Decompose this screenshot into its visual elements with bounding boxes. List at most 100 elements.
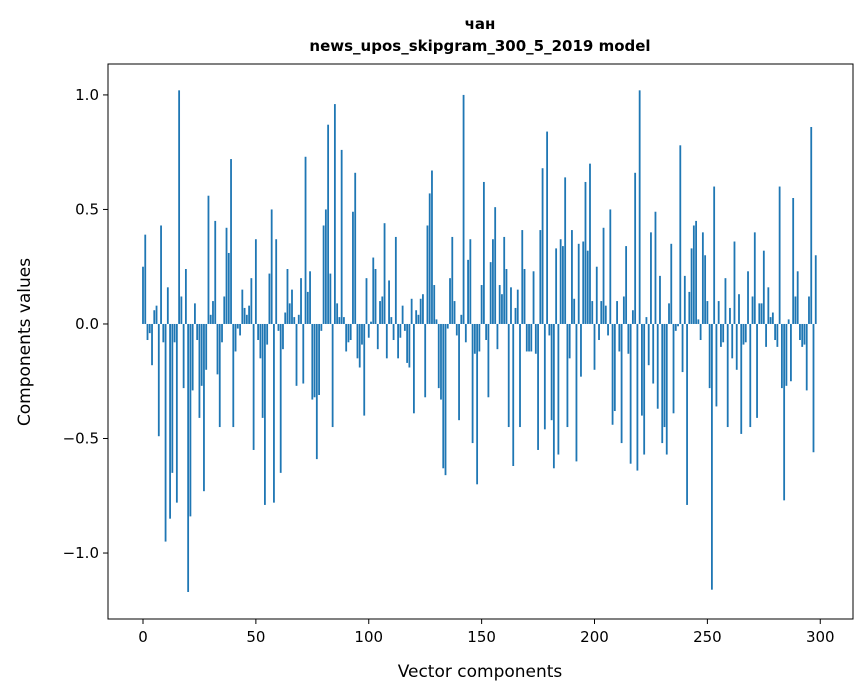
x-axis: 0 50 100 150 200 250 300	[138, 619, 835, 646]
bar	[799, 323, 801, 341]
bar	[338, 317, 341, 324]
bar	[184, 269, 187, 324]
bar	[731, 323, 734, 359]
y-axis: 1.0 0.5 0.0 −0.5 −1.0	[63, 86, 108, 562]
bar	[598, 323, 600, 341]
chart-subtitle: news_upos_skipgram_300_5_2019 model	[309, 37, 650, 55]
bar	[505, 269, 508, 324]
bar	[442, 323, 445, 469]
bar	[266, 323, 269, 345]
bar	[340, 149, 343, 324]
bar	[352, 211, 354, 324]
bar	[670, 243, 673, 324]
bar	[668, 303, 670, 324]
bar	[778, 186, 781, 324]
bar	[252, 323, 255, 450]
bar	[284, 312, 287, 324]
bar	[236, 323, 239, 329]
bar	[458, 323, 460, 421]
bar	[503, 236, 506, 324]
bar	[722, 323, 725, 343]
bar	[602, 227, 605, 324]
bar	[397, 323, 400, 359]
bar	[708, 323, 711, 389]
bar	[787, 319, 790, 324]
bar	[311, 323, 314, 400]
bar	[543, 323, 546, 430]
bar	[647, 323, 650, 366]
x-tick-label: 200	[580, 628, 609, 646]
bar	[279, 323, 282, 473]
bar	[744, 323, 747, 343]
bar	[699, 323, 702, 341]
bar	[760, 303, 763, 324]
bar	[577, 243, 580, 324]
bar	[273, 323, 275, 503]
y-tick-label: −0.5	[63, 430, 99, 448]
bar	[645, 317, 648, 324]
bar	[182, 323, 185, 389]
bar	[753, 232, 756, 324]
bar	[329, 273, 332, 324]
bar	[189, 323, 192, 517]
y-axis-label: Components values	[15, 258, 35, 426]
bar	[715, 323, 718, 407]
bar	[733, 241, 736, 324]
bar	[390, 317, 393, 324]
bar	[155, 305, 158, 324]
bar	[663, 323, 666, 428]
bar	[291, 289, 293, 324]
bar	[230, 159, 232, 324]
bar	[749, 323, 752, 428]
bar	[205, 323, 208, 370]
bar	[494, 207, 497, 324]
bar	[607, 323, 609, 336]
bar	[794, 296, 797, 324]
bar	[282, 323, 284, 350]
bar	[383, 223, 386, 324]
bar	[464, 323, 467, 343]
bar	[401, 305, 404, 324]
bar	[408, 323, 411, 368]
x-tick-label: 300	[806, 628, 835, 646]
bar	[467, 259, 469, 324]
bar	[801, 323, 804, 347]
bar	[428, 193, 431, 324]
bar	[701, 232, 704, 324]
bar	[476, 323, 479, 485]
bar	[300, 278, 302, 324]
bar	[665, 323, 668, 455]
bar	[146, 323, 149, 341]
bar	[469, 239, 472, 324]
bar	[485, 323, 488, 341]
bar	[424, 323, 427, 398]
bar	[245, 314, 248, 324]
bar	[735, 323, 738, 370]
bar	[142, 266, 144, 324]
bar	[480, 285, 483, 324]
bar	[758, 303, 761, 324]
bar	[539, 230, 542, 324]
bar	[166, 287, 169, 324]
bar	[530, 323, 533, 352]
bar	[532, 271, 535, 324]
bar	[783, 323, 786, 501]
bar	[525, 323, 528, 352]
bar	[275, 239, 278, 324]
bar	[496, 323, 499, 350]
bar	[650, 232, 652, 324]
bar	[609, 209, 612, 324]
bar	[627, 323, 630, 354]
x-tick-label: 50	[246, 628, 265, 646]
bar	[611, 323, 614, 425]
bar	[537, 323, 539, 450]
bar	[187, 323, 190, 592]
bar	[250, 278, 253, 324]
bar	[302, 323, 305, 384]
bar	[780, 323, 783, 389]
bar	[399, 323, 402, 338]
bar	[492, 239, 494, 324]
bar	[523, 269, 526, 324]
bar	[157, 323, 160, 437]
